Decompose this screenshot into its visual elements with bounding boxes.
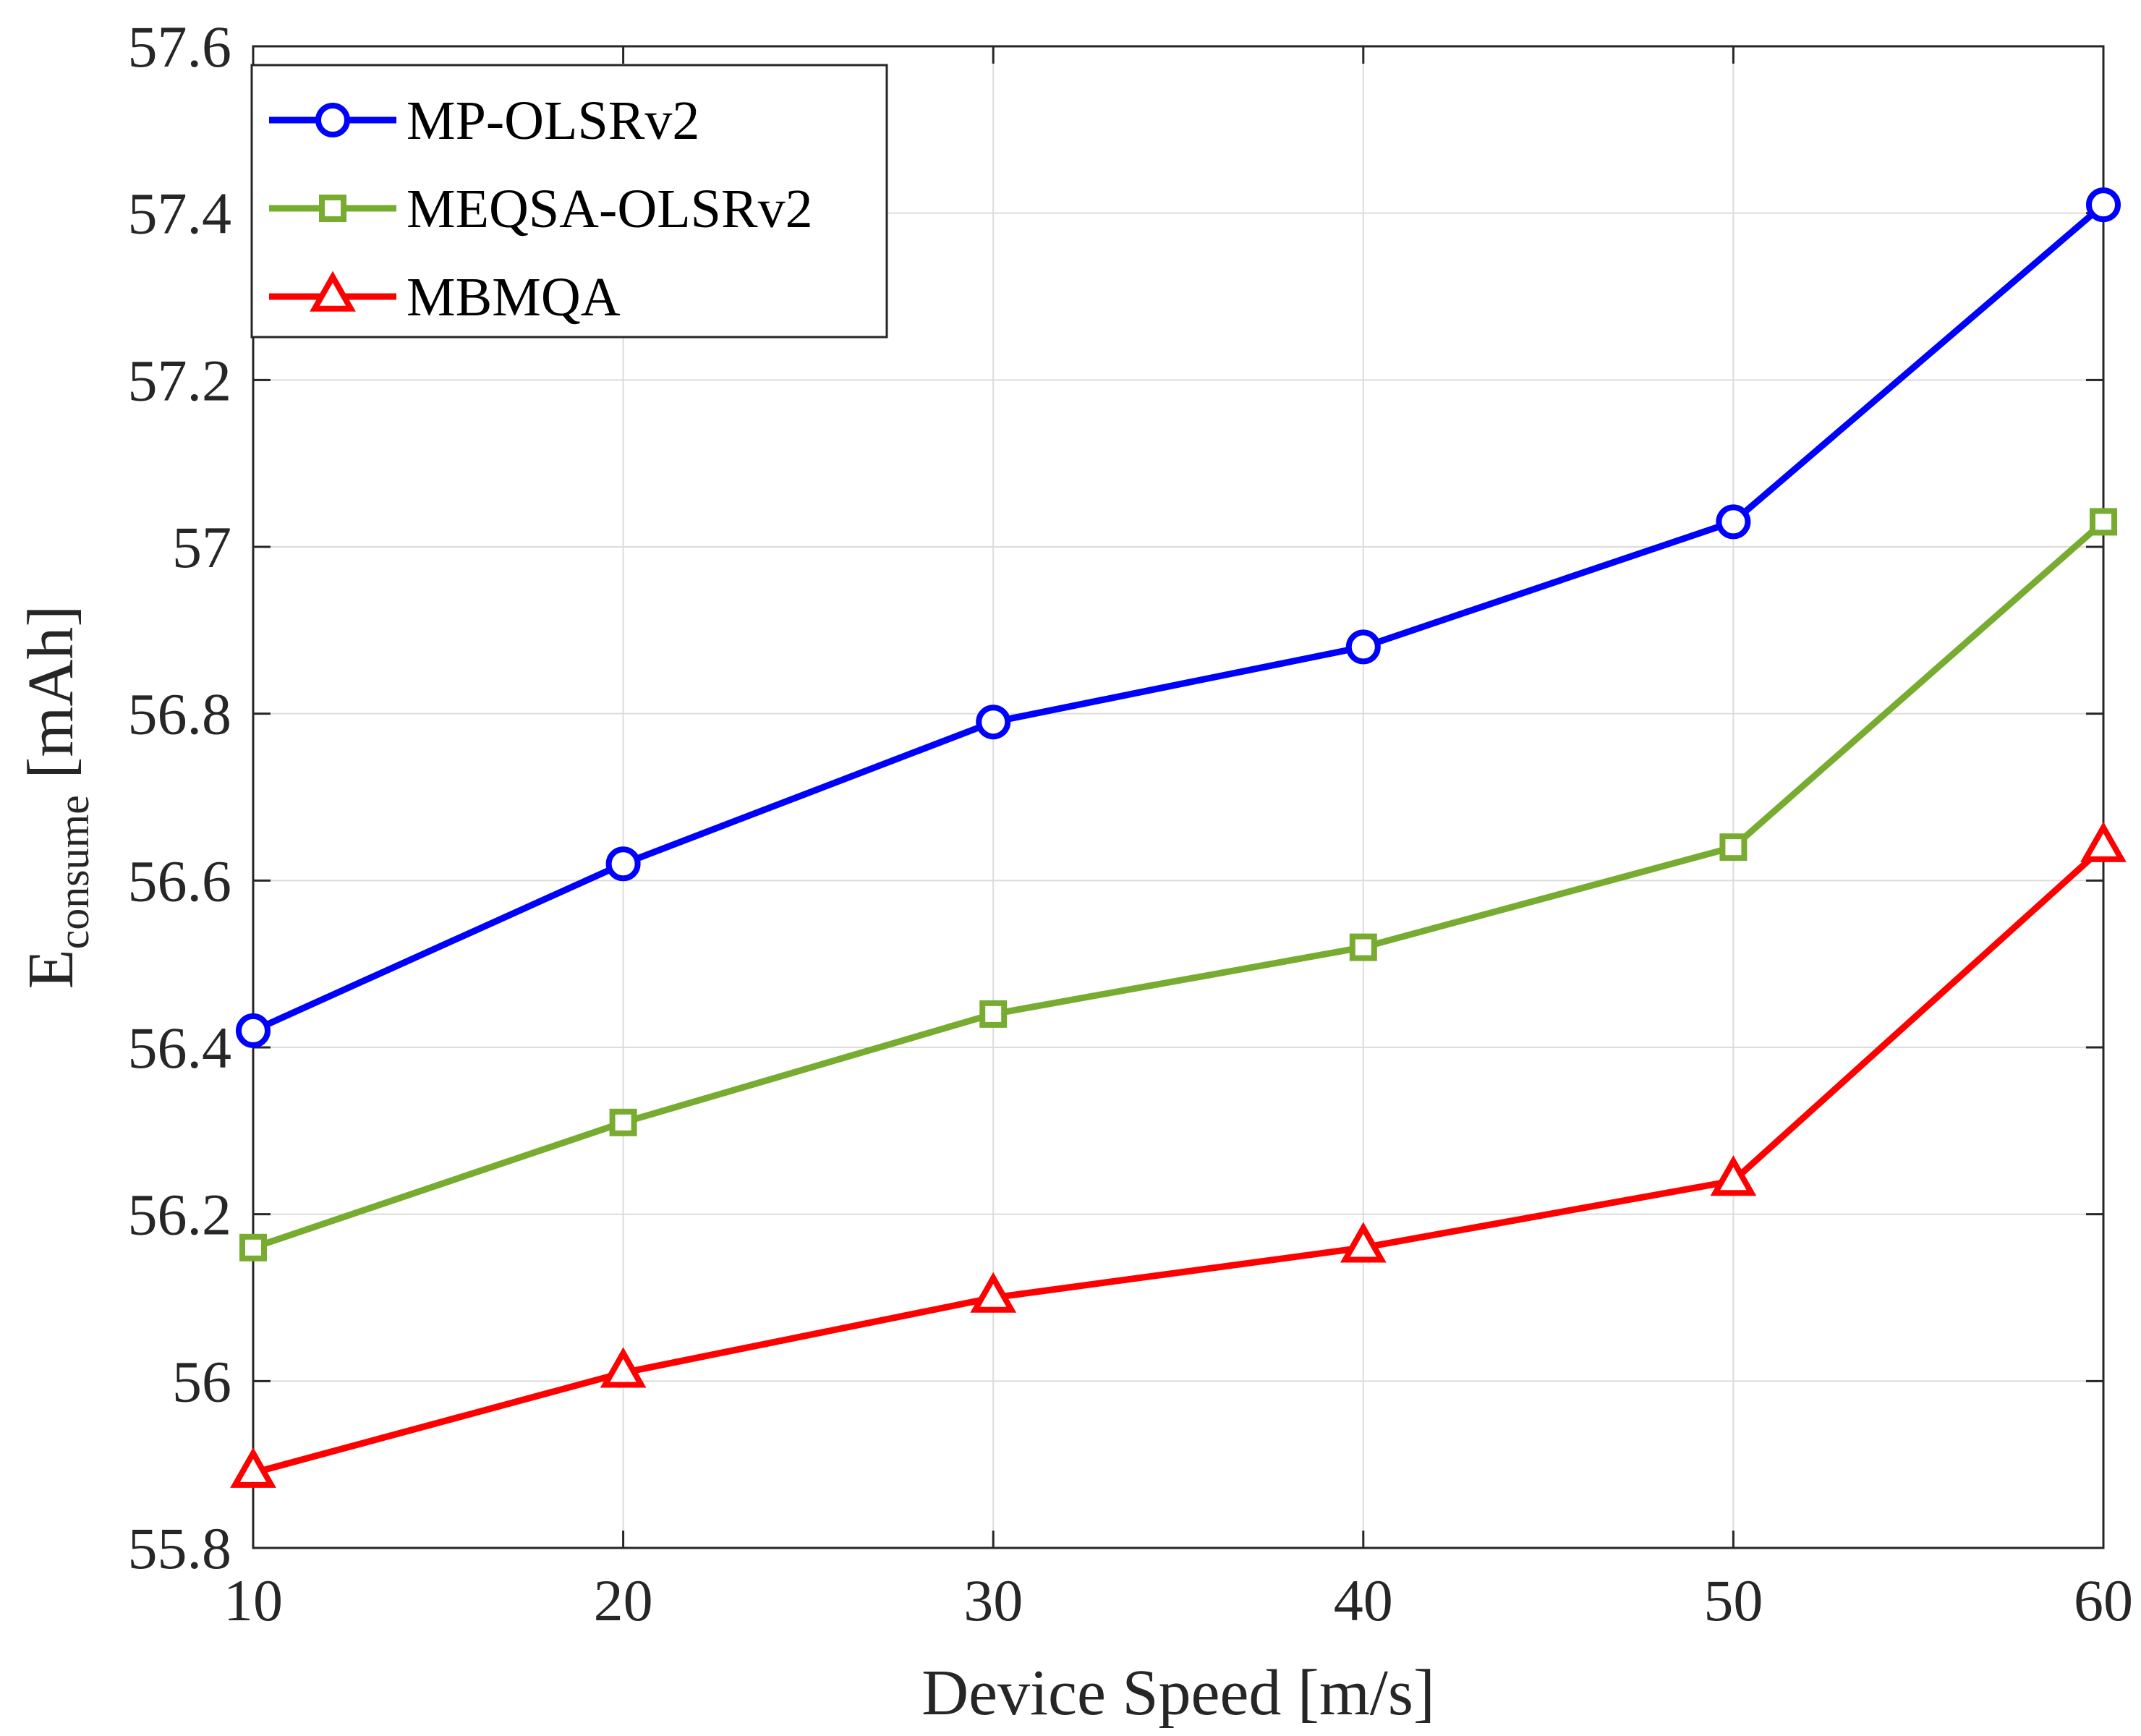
data-point: [609, 1108, 637, 1136]
x-tick-label: 40: [1334, 1567, 1393, 1633]
tick-labels: 10 20 30 40 50 60 55.8 56 56.2 56.4 56.6 56.8 57 57.2…: [128, 14, 2134, 1633]
y-tick-label: 55.8: [128, 1515, 232, 1581]
x-tick-label: 60: [2074, 1567, 2133, 1633]
x-tick-label: 20: [594, 1567, 653, 1633]
x-tick-label: 30: [963, 1567, 1023, 1633]
series-line: [250, 201, 2107, 1034]
data-point: [236, 1013, 271, 1048]
data-point: [605, 846, 641, 882]
x-tick-label: 10: [224, 1567, 283, 1633]
y-tick-label: 56: [172, 1348, 231, 1414]
y-axis-title-main: E: [15, 949, 87, 989]
legend-label: MEQSA-OLSRv2: [407, 179, 813, 239]
data-point: [979, 1000, 1008, 1028]
y-axis-title-subscript: consume: [50, 795, 98, 949]
data-point: [1719, 833, 1748, 861]
data-point: [1716, 504, 1751, 540]
legend-label: MBMQA: [407, 267, 621, 328]
data-point: [1349, 933, 1377, 961]
series-line: [250, 518, 2107, 1251]
legend: MP-OLSRv2 MEQSA-OLSRv2 MBMQA: [250, 64, 888, 339]
series-mbmqa: [230, 821, 2127, 1488]
data-point: [2086, 187, 2121, 223]
series-mp-olsrv2: [236, 187, 2121, 1048]
data-point: [1340, 1222, 1387, 1263]
y-tick-label: 56.2: [128, 1182, 232, 1248]
y-tick-label: 57: [172, 514, 231, 580]
legend-marker: [319, 195, 346, 222]
legend-box: [250, 64, 888, 339]
legend-marker: [310, 271, 356, 312]
plot-area-frame: [252, 45, 2105, 1549]
svg-text:Econsume [mAh]: Econsume [mAh]: [15, 605, 98, 990]
y-tick-label: 57.2: [128, 347, 232, 413]
data-point: [600, 1347, 647, 1388]
data-point: [976, 705, 1011, 740]
data-point: [230, 1447, 276, 1488]
legend-item: MBMQA: [269, 267, 621, 328]
y-tick-label: 57.4: [128, 181, 232, 247]
series-line: [250, 843, 2107, 1476]
y-tick-label: 56.6: [128, 848, 232, 914]
y-tick-label: 56.8: [128, 681, 232, 747]
data-point: [1710, 1155, 1757, 1196]
y-axis-title-unit: [mAh]: [15, 605, 87, 795]
x-tick-label: 50: [1703, 1567, 1763, 1633]
data-point: [2090, 508, 2117, 536]
y-tick-label: 56.4: [128, 1015, 232, 1081]
legend-item: MEQSA-OLSRv2: [269, 179, 813, 239]
data-series: [230, 187, 2127, 1488]
x-axis-title: Device Speed [m/s]: [921, 1657, 1435, 1729]
legend-marker: [315, 103, 350, 137]
series-meqsa-olsrv2: [239, 508, 2117, 1261]
data-point: [239, 1233, 267, 1261]
data-point: [2080, 821, 2127, 862]
grid-lines: [252, 46, 2104, 1549]
y-tick-label: 57.6: [128, 14, 232, 80]
axis-ticks: [252, 45, 2105, 1549]
y-axis-title: Econsume [mAh]: [15, 605, 98, 990]
legend-label: MP-OLSRv2: [407, 90, 699, 151]
data-point: [970, 1272, 1017, 1313]
data-point: [1345, 629, 1381, 665]
legend-item: MP-OLSRv2: [269, 90, 699, 151]
